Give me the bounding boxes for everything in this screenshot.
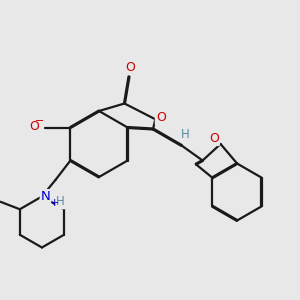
Text: +: + <box>50 198 59 208</box>
Text: O: O <box>209 132 219 145</box>
Text: O: O <box>156 111 166 124</box>
Text: −: − <box>35 116 44 126</box>
Text: H: H <box>56 195 65 208</box>
Text: H: H <box>181 128 190 141</box>
Text: N: N <box>40 190 50 203</box>
Text: O: O <box>29 119 39 133</box>
Text: O: O <box>126 61 135 74</box>
